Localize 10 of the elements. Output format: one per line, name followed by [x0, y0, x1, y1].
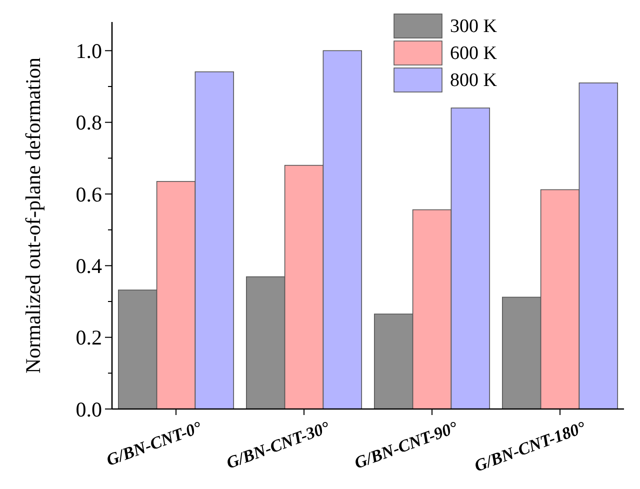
y-tick-label: 0.4	[76, 254, 102, 278]
y-tick-label: 0.6	[76, 182, 102, 206]
legend-label: 300 K	[450, 16, 498, 37]
y-tick-label: 1.0	[76, 39, 102, 64]
y-tick-label: 0.2	[76, 326, 102, 350]
y-tick-label: 0.8	[76, 110, 102, 135]
y-axis-title: Normalized out-of-plane deformation	[21, 56, 45, 374]
legend-label: 800 K	[450, 70, 498, 91]
legend-label: 600 K	[450, 43, 498, 64]
y-tick-label: 0.0	[76, 397, 102, 422]
